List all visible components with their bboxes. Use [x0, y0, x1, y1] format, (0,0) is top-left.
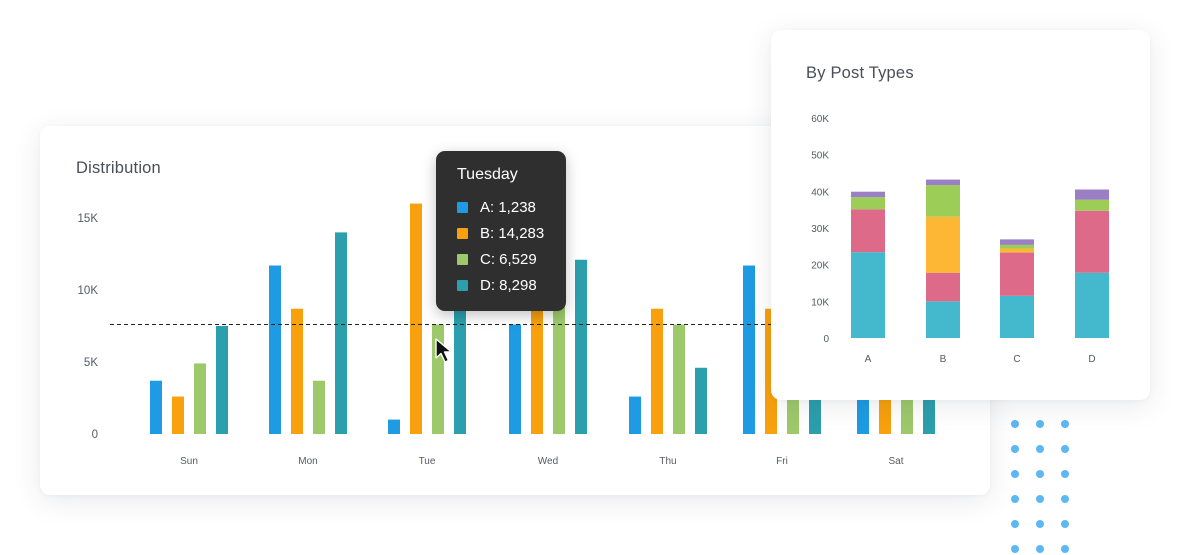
x-tick-label: Thu [659, 456, 676, 467]
bar-b-mon[interactable] [291, 308, 303, 434]
y-tick-label: 5K [84, 357, 98, 369]
post-types-title: By Post Types [806, 64, 914, 82]
tooltip-label-a: A: 1,238 [480, 199, 536, 216]
decorative-dot-grid [1011, 420, 1069, 553]
bar-d-sun[interactable] [216, 326, 228, 434]
post-types-chart: 0 10K 20K 30K 40K 50K 60K A B C D [811, 114, 1109, 365]
x-tick-label: Tue [419, 456, 436, 467]
y-tick-label: 30K [811, 224, 829, 235]
post-types-card: By Post Types 0 10K 20K 30K 40K 50K 60K A B C D [771, 30, 1150, 400]
stack-segment-1-a[interactable] [851, 252, 885, 338]
y-tick-label: 10K [811, 297, 829, 308]
bar-c-thu[interactable] [673, 324, 685, 434]
decorative-dot [1011, 420, 1019, 428]
decorative-dot [1011, 470, 1019, 478]
stack-segment-4-d[interactable] [1075, 199, 1109, 211]
tooltip-row-b: B: 14,283 [457, 225, 544, 242]
x-tick-label: D [1088, 354, 1095, 365]
bar-a-thu[interactable] [629, 396, 641, 434]
x-tick-label: Sat [888, 456, 903, 467]
y-tick-label: 0 [823, 334, 829, 345]
stack-segment-5-d[interactable] [1075, 189, 1109, 200]
tooltip-row-a: A: 1,238 [457, 199, 536, 216]
decorative-dot [1036, 545, 1044, 553]
bar-d-mon[interactable] [335, 232, 347, 434]
stack-segment-3-b[interactable] [926, 216, 960, 273]
stack-segment-4-c[interactable] [1000, 244, 1034, 249]
decorative-dot [1061, 520, 1069, 528]
stack-segment-5-c[interactable] [1000, 239, 1034, 245]
x-tick-label: Sun [180, 456, 198, 467]
stack-segment-5-b[interactable] [926, 179, 960, 186]
tooltip-label-c: C: 6,529 [480, 251, 537, 268]
y-tick-label: 0 [92, 429, 98, 441]
tooltip-swatch-b [457, 228, 468, 239]
x-tick-label: B [940, 354, 947, 365]
decorative-dot [1011, 545, 1019, 553]
y-tick-label: 15K [78, 213, 99, 225]
distribution-chart: 0 5K 10K 15K Sun Mon Tue Wed Thu Fri Sat [78, 203, 970, 467]
y-tick-label: 10K [78, 285, 99, 297]
bar-a-tue[interactable] [388, 419, 400, 434]
stack-segment-5-a[interactable] [851, 191, 885, 198]
tooltip-label-d: D: 8,298 [480, 277, 537, 294]
x-tick-label: C [1013, 354, 1020, 365]
stack-segment-1-b[interactable] [926, 301, 960, 338]
decorative-dot [1061, 420, 1069, 428]
decorative-dot [1011, 495, 1019, 503]
bar-a-sun[interactable] [150, 380, 162, 434]
y-tick-label: 50K [811, 151, 829, 162]
x-tick-label: Wed [538, 456, 558, 467]
chart-tooltip: Tuesday A: 1,238 B: 14,283 C: 6,529 D: 8… [436, 151, 566, 311]
decorative-dot [1036, 520, 1044, 528]
bar-c-wed[interactable] [553, 294, 565, 434]
decorative-dot [1061, 545, 1069, 553]
x-tick-label: Mon [298, 456, 317, 467]
distribution-title: Distribution [76, 159, 161, 177]
tooltip-row-c: C: 6,529 [457, 251, 537, 268]
tooltip-row-d: D: 8,298 [457, 277, 537, 294]
bar-c-mon[interactable] [313, 380, 325, 434]
stack-segment-2-d[interactable] [1075, 210, 1109, 273]
bar-a-fri[interactable] [743, 265, 755, 434]
bar-b-wed[interactable] [531, 287, 543, 434]
tooltip-title: Tuesday [457, 166, 518, 183]
bar-b-thu[interactable] [651, 308, 663, 434]
decorative-dot [1011, 445, 1019, 453]
stack-segment-2-b[interactable] [926, 272, 960, 302]
decorative-dot [1036, 470, 1044, 478]
bar-b-tue[interactable] [410, 203, 422, 434]
bar-d-tue[interactable] [454, 294, 466, 434]
mouse-cursor-icon [435, 338, 453, 363]
bar-a-mon[interactable] [269, 265, 281, 434]
stack-segment-3-c[interactable] [1000, 248, 1034, 253]
stack-segment-1-c[interactable] [1000, 295, 1034, 338]
tooltip-label-b: B: 14,283 [480, 225, 545, 242]
decorative-dot [1036, 420, 1044, 428]
x-tick-label: Fri [776, 456, 788, 467]
bar-d-thu[interactable] [695, 367, 707, 434]
bar-d-wed[interactable] [575, 259, 587, 434]
decorative-dot [1036, 495, 1044, 503]
stack-segment-2-c[interactable] [1000, 252, 1034, 296]
decorative-dot [1011, 520, 1019, 528]
bar-b-sun[interactable] [172, 396, 184, 434]
tooltip-swatch-a [457, 202, 468, 213]
stack-segment-4-b[interactable] [926, 185, 960, 217]
decorative-dot [1036, 445, 1044, 453]
tooltip-swatch-d [457, 280, 468, 291]
stack-segment-4-a[interactable] [851, 197, 885, 210]
x-tick-label: A [865, 354, 872, 365]
decorative-dot [1061, 445, 1069, 453]
bar-c-sun[interactable] [194, 363, 206, 434]
stack-segment-1-d[interactable] [1075, 272, 1109, 338]
decorative-dot [1061, 495, 1069, 503]
stack-segment-2-a[interactable] [851, 209, 885, 253]
decorative-dot [1061, 470, 1069, 478]
tooltip-swatch-c [457, 254, 468, 265]
y-tick-label: 40K [811, 187, 829, 198]
bar-a-wed[interactable] [509, 324, 521, 434]
y-tick-label: 20K [811, 261, 829, 272]
y-tick-label: 60K [811, 114, 829, 125]
